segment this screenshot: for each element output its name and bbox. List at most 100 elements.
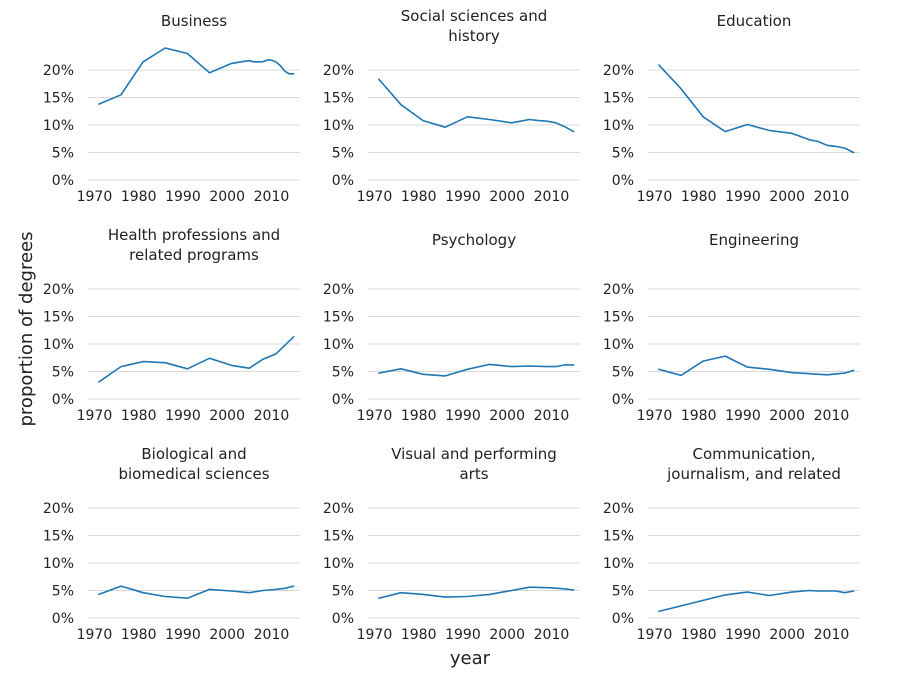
- y-tick-label: 10%: [603, 118, 634, 134]
- x-tick-label: 2000: [489, 189, 525, 205]
- series-line: [658, 355, 855, 377]
- y-tick-label: 15%: [43, 310, 74, 326]
- x-tick-label: 2000: [769, 408, 805, 424]
- x-tick-label: 2010: [254, 627, 290, 643]
- x-tick-label: 1970: [357, 627, 393, 643]
- y-tick-label: 5%: [52, 365, 74, 381]
- y-tick-label: 5%: [612, 365, 634, 381]
- y-tick-label: 10%: [43, 556, 74, 572]
- x-tick-label: 1980: [681, 627, 717, 643]
- y-tick-label: 10%: [603, 337, 634, 353]
- y-tick-label: 5%: [612, 584, 634, 600]
- y-tick-label: 0%: [612, 392, 634, 408]
- x-tick-label: 1980: [121, 627, 157, 643]
- x-tick-label: 1980: [121, 189, 157, 205]
- y-axis-title: proportion of degrees: [16, 231, 37, 426]
- x-tick-label: 1990: [445, 408, 481, 424]
- x-tick-label: 1970: [77, 627, 113, 643]
- panel-title: journalism, and related: [666, 465, 841, 483]
- x-tick-label: 1970: [637, 408, 673, 424]
- panel-2: 0% 5% 10% 15% 20% 1970 1980 1990 2000 2010 Social …: [323, 7, 580, 205]
- panel-5: 0% 5% 10% 15% 20% 1970 1980 1990 2000 2010 Psychol…: [323, 231, 580, 424]
- y-tick-label: 15%: [603, 91, 634, 107]
- y-tick-label: 5%: [52, 584, 74, 600]
- x-tick-label: 1990: [445, 189, 481, 205]
- y-tick-label: 15%: [603, 529, 634, 545]
- panel-title: Biological and: [141, 445, 246, 463]
- panel-title: Social sciences and: [401, 7, 547, 25]
- y-tick-label: 10%: [43, 337, 74, 353]
- y-tick-label: 20%: [43, 501, 74, 517]
- panel-grid: 0% 5% 10% 15% 20% 1970 1980 1990 2000 2010 Busines…: [43, 7, 860, 643]
- x-tick-label: 2000: [209, 627, 245, 643]
- x-tick-label: 1990: [725, 189, 761, 205]
- x-tick-label: 1980: [401, 627, 437, 643]
- y-tick-label: 15%: [43, 529, 74, 545]
- series-line: [378, 586, 575, 599]
- x-tick-label: 1990: [725, 408, 761, 424]
- panel-title: Communication,: [693, 445, 816, 463]
- series-line: [98, 585, 295, 599]
- y-tick-label: 20%: [603, 501, 634, 517]
- x-tick-label: 2010: [814, 408, 850, 424]
- x-tick-label: 2010: [534, 408, 570, 424]
- x-tick-label: 2000: [209, 189, 245, 205]
- panel-9: 0% 5% 10% 15% 20% 1970 1980 1990 2000 2010 Communi…: [603, 445, 860, 643]
- x-tick-label: 2010: [254, 189, 290, 205]
- y-tick-label: 10%: [603, 556, 634, 572]
- y-tick-label: 0%: [612, 173, 634, 189]
- x-tick-label: 1990: [165, 408, 201, 424]
- series-line: [98, 336, 295, 383]
- panel-6: 0% 5% 10% 15% 20% 1970 1980 1990 2000 2010 Enginee…: [603, 231, 860, 424]
- y-tick-label: 5%: [52, 146, 74, 162]
- y-tick-label: 20%: [323, 282, 354, 298]
- x-tick-label: 2010: [534, 189, 570, 205]
- x-tick-label: 2000: [489, 408, 525, 424]
- series-line: [658, 589, 855, 613]
- x-tick-label: 2000: [489, 627, 525, 643]
- x-tick-label: 1970: [637, 189, 673, 205]
- y-tick-label: 10%: [323, 337, 354, 353]
- panel-title: Education: [717, 12, 792, 30]
- y-tick-label: 20%: [323, 63, 354, 79]
- panel-1: 0% 5% 10% 15% 20% 1970 1980 1990 2000 2010 Busines…: [43, 12, 300, 205]
- panel-title: related programs: [129, 246, 259, 264]
- y-tick-label: 15%: [323, 91, 354, 107]
- x-tick-label: 2010: [534, 627, 570, 643]
- series-line: [378, 363, 575, 377]
- x-tick-label: 1970: [357, 408, 393, 424]
- y-tick-label: 15%: [323, 310, 354, 326]
- x-tick-label: 1980: [401, 408, 437, 424]
- y-tick-label: 20%: [323, 501, 354, 517]
- y-tick-label: 5%: [332, 146, 354, 162]
- y-tick-label: 20%: [43, 282, 74, 298]
- y-tick-label: 10%: [43, 118, 74, 134]
- x-tick-label: 2000: [769, 627, 805, 643]
- y-tick-label: 0%: [52, 392, 74, 408]
- x-tick-label: 1970: [77, 408, 113, 424]
- x-tick-label: 2010: [254, 408, 290, 424]
- x-tick-label: 1970: [357, 189, 393, 205]
- panel-title: history: [448, 27, 500, 45]
- y-tick-label: 20%: [43, 63, 74, 79]
- y-tick-label: 0%: [52, 611, 74, 627]
- y-tick-label: 0%: [332, 611, 354, 627]
- panel-title: Business: [161, 12, 227, 30]
- y-tick-label: 0%: [612, 611, 634, 627]
- panel-8: 0% 5% 10% 15% 20% 1970 1980 1990 2000 2010 Visual …: [323, 445, 580, 643]
- panel-title: Visual and performing: [391, 445, 557, 463]
- x-tick-label: 2000: [769, 189, 805, 205]
- panel-title: biomedical sciences: [118, 465, 269, 483]
- x-tick-label: 2000: [209, 408, 245, 424]
- panel-7: 0% 5% 10% 15% 20% 1970 1980 1990 2000 2010 Biologi…: [43, 445, 300, 643]
- y-tick-label: 0%: [52, 173, 74, 189]
- y-tick-label: 0%: [332, 392, 354, 408]
- x-tick-label: 2010: [814, 627, 850, 643]
- y-tick-label: 0%: [332, 173, 354, 189]
- x-tick-label: 1990: [165, 189, 201, 205]
- y-tick-label: 15%: [603, 310, 634, 326]
- x-tick-label: 1980: [401, 189, 437, 205]
- y-tick-label: 10%: [323, 118, 354, 134]
- y-tick-label: 5%: [332, 365, 354, 381]
